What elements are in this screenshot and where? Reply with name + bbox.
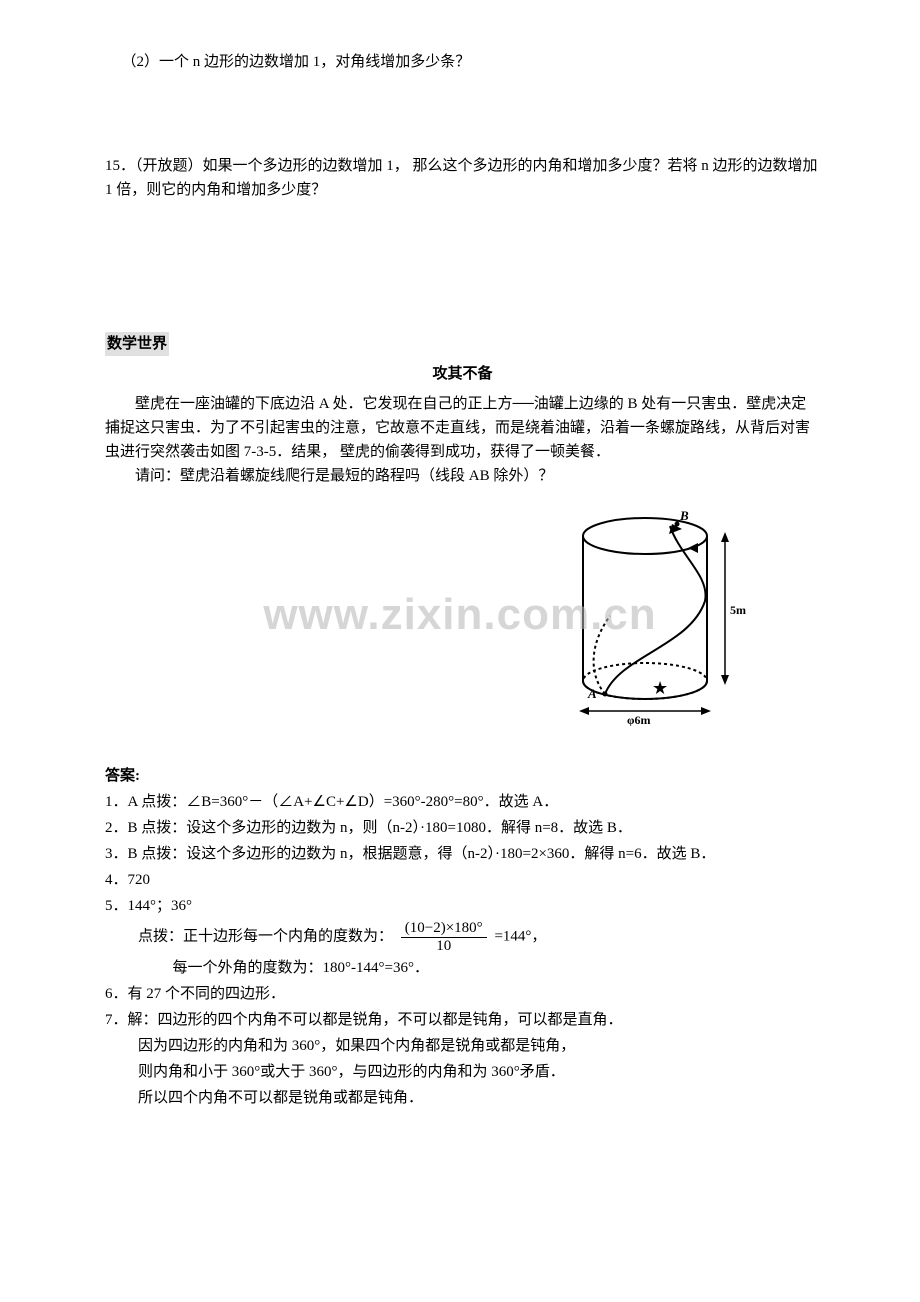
answer-5-note-suffix: =144°，	[494, 928, 546, 944]
story-paragraph-1: 壁虎在一座油罐的下底边沿 A 处．它发现在自己的正上方──油罐上边缘的 B 处有…	[105, 392, 820, 464]
fraction-denominator: 10	[401, 938, 487, 955]
question-15: 15．（开放题）如果一个多边形的边数增加 1， 那么这个多边形的内角和增加多少度…	[105, 154, 820, 202]
answer-1: 1．A 点拨：∠B=360°－（∠A+∠C+∠D）=360°-280°=80°．…	[105, 790, 820, 814]
diagram-label-a: A	[587, 686, 597, 701]
section-math-world-label: 数学世界	[105, 332, 169, 356]
answer-7-line-1: 7．解：四边形的四个内角不可以都是锐角，不可以都是钝角，可以都是直角．	[105, 1008, 820, 1032]
answer-5-note-1: 点拨：正十边形每一个内角的度数为： (10−2)×180° 10 =144°，	[105, 920, 820, 954]
answer-3: 3．B 点拨：设这个多边形的边数为 n，根据题意，得（n-2）·180=2×36…	[105, 842, 820, 866]
answer-5-note-prefix: 点拨：正十边形每一个内角的度数为：	[138, 928, 393, 944]
story-paragraph-2: 请问：壁虎沿着螺旋线爬行是最短的路程吗（线段 AB 除外）？	[105, 464, 820, 488]
answer-2: 2．B 点拨：设这个多边形的边数为 n，则（n-2）·180=1080．解得 n…	[105, 816, 820, 840]
answer-7-line-4: 所以四个内角不可以都是锐角或都是钝角．	[105, 1086, 820, 1110]
answer-7-line-3: 则内角和小于 360°或大于 360°，与四边形的内角和为 360°矛盾．	[105, 1060, 820, 1084]
diagram-height-label: 5m	[730, 603, 746, 617]
answer-4: 4．720	[105, 868, 820, 892]
cylinder-diagram: ★ A B 5m φ6m	[105, 506, 820, 734]
answer-5-note-2: 每一个外角的度数为：180°-144°=36°．	[105, 956, 820, 980]
answer-6: 6．有 27 个不同的四边形．	[105, 982, 820, 1006]
svg-text:★: ★	[652, 678, 668, 698]
answers-heading: 答案:	[105, 764, 820, 788]
diagram-label-b: B	[679, 508, 689, 523]
answer-5: 5．144°；36°	[105, 894, 820, 918]
question-14-2: （2）一个 n 边形的边数增加 1，对角线增加多少条？	[105, 50, 820, 74]
fraction-numerator: (10−2)×180°	[401, 920, 487, 938]
answer-7-line-2: 因为四边形的内角和为 360°，如果四个内角都是锐角或都是钝角，	[105, 1034, 820, 1058]
diagram-width-label: φ6m	[627, 713, 650, 726]
fraction: (10−2)×180° 10	[401, 920, 487, 954]
story-title: 攻其不备	[105, 362, 820, 386]
section-math-world: 数学世界	[105, 332, 820, 356]
